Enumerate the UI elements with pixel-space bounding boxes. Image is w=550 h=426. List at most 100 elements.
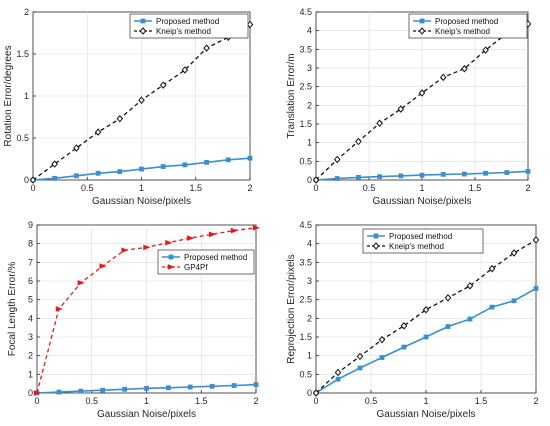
data-point xyxy=(187,384,193,390)
y-tick-label: 2 xyxy=(24,7,29,17)
data-point xyxy=(204,159,210,165)
data-point xyxy=(181,66,189,74)
legend-marker xyxy=(373,233,379,239)
x-tick-label: 1 xyxy=(144,396,149,406)
y-tick-label: 3 xyxy=(307,276,312,286)
legend-box xyxy=(157,249,255,275)
data-point xyxy=(51,160,58,168)
data-point xyxy=(334,176,340,181)
data-point xyxy=(312,176,320,184)
data-point xyxy=(52,175,58,181)
data-point xyxy=(159,81,167,89)
legend-label: Proposed method xyxy=(184,253,247,262)
y-tick-label: 0.5 xyxy=(16,133,29,143)
data-point xyxy=(95,170,101,176)
legend-label: Kneip's method xyxy=(156,27,211,36)
legend-label: Proposed method xyxy=(389,232,452,241)
data-point xyxy=(356,352,364,361)
legend-marker xyxy=(372,242,380,250)
data-point xyxy=(532,236,540,244)
data-point xyxy=(444,294,452,302)
y-tick-label: 7 xyxy=(28,257,33,267)
data-point xyxy=(100,387,106,393)
data-point xyxy=(357,365,363,371)
x-tick-label: 1.5 xyxy=(195,396,208,406)
data-point xyxy=(77,280,85,286)
data-point xyxy=(335,376,341,382)
data-point xyxy=(333,155,341,164)
legend-label: Kneip's method xyxy=(389,242,444,251)
data-point xyxy=(33,390,41,396)
data-point xyxy=(165,239,173,246)
data-point xyxy=(117,169,123,175)
y-tick-label: 2.5 xyxy=(299,82,312,92)
legend-box xyxy=(129,13,249,39)
x-axis-label: Gaussian Noise/pixels xyxy=(92,196,191,207)
data-point xyxy=(378,335,386,344)
y-tick-label: 3.5 xyxy=(299,257,312,267)
data-point xyxy=(482,46,489,54)
data-point xyxy=(423,334,429,340)
data-point xyxy=(55,306,63,312)
x-tick-label: 2 xyxy=(533,396,538,406)
data-point xyxy=(439,73,447,82)
y-tick-label: 0 xyxy=(307,388,312,398)
y-tick-label: 0 xyxy=(28,388,33,398)
data-point xyxy=(533,286,539,291)
y-tick-label: 8 xyxy=(28,239,33,249)
data-point xyxy=(379,355,385,360)
y-tick-label: 4 xyxy=(28,313,33,323)
legend-label: Proposed method xyxy=(156,17,219,26)
data-point xyxy=(209,231,217,238)
x-tick-label: 0.5 xyxy=(81,183,94,193)
x-tick-label: 2 xyxy=(525,183,530,193)
data-point xyxy=(355,137,362,146)
chart-panel-4: 0 0.5 1 1.5 2 2.5 3 3.5 4 4.5 0 0.5 1 1.5 2 Gaussian No… xyxy=(286,220,540,420)
data-point xyxy=(122,386,127,392)
y-tick-label: 1 xyxy=(307,138,312,148)
data-point xyxy=(397,105,405,113)
data-point xyxy=(525,169,531,174)
y-tick-label: 2 xyxy=(307,100,312,110)
data-point xyxy=(440,171,446,177)
data-point xyxy=(504,170,510,175)
data-point xyxy=(116,114,124,123)
data-point xyxy=(144,385,149,391)
x-tick-label: 0 xyxy=(313,396,318,406)
data-point xyxy=(461,171,467,177)
legend-marker xyxy=(140,18,146,24)
legend-marker xyxy=(168,254,174,260)
y-tick-label: 2 xyxy=(307,313,312,323)
data-point xyxy=(398,173,404,179)
data-point xyxy=(225,157,231,163)
y-tick-label: 1 xyxy=(28,369,33,379)
data-point xyxy=(139,166,144,172)
legend-marker xyxy=(139,27,147,35)
y-axis-label: Focal Length Error/% xyxy=(7,262,18,357)
data-point xyxy=(355,174,361,180)
data-point xyxy=(143,244,151,251)
y-tick-label: 4 xyxy=(307,239,312,249)
data-point xyxy=(377,174,383,180)
legend-box xyxy=(362,228,484,254)
legend-box xyxy=(408,13,528,39)
data-point xyxy=(483,170,489,176)
data-point xyxy=(165,385,171,391)
data-point xyxy=(56,389,62,395)
data-point xyxy=(138,96,145,104)
chart-panel-2: 0 0.5 1 1.5 2 2.5 3 3.5 4 4.5 0 0.5 1 1.5 2 Gaussian No… xyxy=(286,7,532,207)
x-axis-label: Gaussian Noise/pixels xyxy=(377,409,476,420)
legend-label: Proposed method xyxy=(435,17,498,26)
y-tick-label: 3 xyxy=(307,63,312,73)
x-tick-label: 0 xyxy=(30,183,35,193)
data-point xyxy=(489,304,495,310)
data-point xyxy=(419,172,425,178)
data-point xyxy=(511,298,517,304)
data-point xyxy=(376,119,383,128)
y-tick-label: 1 xyxy=(24,91,29,101)
y-tick-label: 1.5 xyxy=(299,119,312,129)
y-tick-label: 0 xyxy=(307,175,312,185)
data-point xyxy=(121,247,129,253)
x-tick-label: 0.5 xyxy=(363,183,376,193)
